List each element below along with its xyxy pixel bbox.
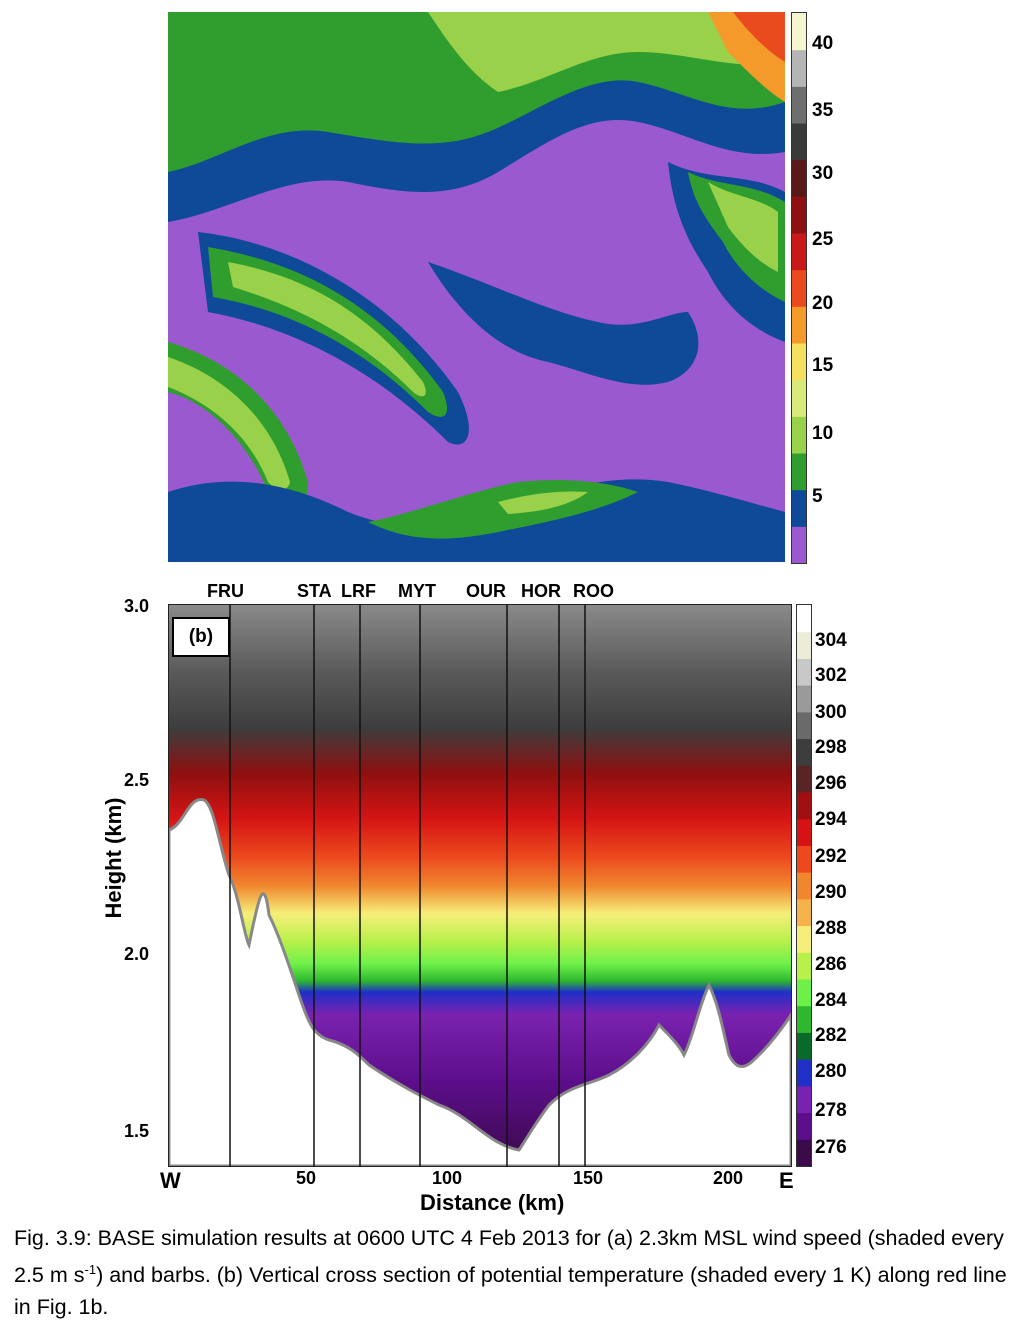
colorbar-b-tick: 300	[815, 702, 847, 723]
colorbar-swatch	[792, 379, 806, 417]
potential-temperature-colorbar	[796, 604, 812, 1167]
wind-speed-colorbar	[791, 12, 807, 564]
colorbar-swatch	[797, 1112, 811, 1140]
colorbar-b-tick: 290	[815, 882, 847, 903]
colorbar-swatch	[792, 233, 806, 271]
colorbar-swatch	[797, 979, 811, 1007]
colorbar-swatch	[792, 159, 806, 197]
colorbar-swatch	[797, 792, 811, 820]
colorbar-a-tick: 40	[812, 33, 834, 54]
colorbar-swatch	[797, 925, 811, 953]
colorbar-swatch	[797, 898, 811, 927]
y-axis-label: Height (km)	[101, 797, 126, 919]
x-axis-west-label: W	[160, 1168, 181, 1193]
station-label: ROO	[573, 581, 615, 601]
x-tick-label: 200	[713, 1168, 744, 1188]
colorbar-swatch	[792, 343, 806, 381]
colorbar-swatch	[792, 416, 806, 454]
colorbar-swatch	[792, 86, 806, 124]
colorbar-a-tick: 20	[812, 293, 834, 314]
colorbar-swatch	[797, 818, 811, 846]
colorbar-b-tick: 280	[815, 1061, 847, 1082]
colorbar-swatch	[797, 765, 811, 793]
colorbar-b-tick: 278	[815, 1100, 847, 1121]
caption-superscript: -1	[84, 1262, 97, 1277]
colorbar-a-tick: 35	[812, 100, 834, 121]
colorbar-swatch	[792, 196, 806, 234]
y-tick-label: 2.0	[124, 944, 150, 964]
x-tick-label: 50	[296, 1168, 317, 1188]
colorbar-a-tick: 25	[812, 229, 834, 250]
potential-temperature-colorbar-swatches	[797, 605, 811, 1167]
colorbar-swatch	[797, 1032, 811, 1060]
colorbar-swatch	[797, 711, 811, 740]
colorbar-swatch	[797, 658, 811, 686]
colorbar-swatch	[797, 952, 811, 980]
colorbar-a-tick: 30	[812, 163, 834, 184]
colorbar-swatch	[797, 685, 811, 713]
station-label: HOR	[521, 581, 561, 601]
x-tick-label: 150	[573, 1168, 604, 1188]
colorbar-swatch	[792, 453, 806, 491]
colorbar-swatch	[792, 489, 806, 527]
colorbar-a-tick: 10	[812, 423, 834, 444]
colorbar-b-tick: 276	[815, 1137, 847, 1158]
colorbar-swatch	[797, 605, 811, 633]
station-label: OUR	[466, 581, 506, 601]
station-label: LRF	[341, 581, 376, 601]
colorbar-swatch	[797, 1085, 811, 1114]
colorbar-swatch	[797, 872, 811, 900]
figure-caption: Fig. 3.9: BASE simulation results at 060…	[14, 1222, 1014, 1323]
colorbar-swatch	[792, 13, 806, 51]
colorbar-b-tick: 304	[815, 630, 847, 651]
wind-speed-map	[168, 12, 785, 562]
colorbar-swatch	[797, 631, 811, 659]
wind-speed-colorbar-swatches	[792, 13, 806, 564]
colorbar-swatch	[797, 845, 811, 873]
caption-text-2: ) and barbs. (b) Vertical cross section …	[14, 1263, 1007, 1320]
colorbar-swatch	[792, 526, 806, 564]
colorbar-swatch	[792, 49, 806, 87]
x-axis-label: Distance (km)	[420, 1190, 565, 1215]
colorbar-b-tick: 292	[815, 846, 847, 867]
wind-speed-field	[168, 12, 785, 562]
colorbar-swatch	[792, 306, 806, 344]
colorbar-swatch	[797, 1139, 811, 1167]
potential-temperature-cross-section	[168, 604, 792, 1167]
x-axis-east-label: E	[779, 1168, 794, 1193]
station-label: STA	[297, 581, 332, 601]
cross-section-field	[169, 605, 791, 1166]
y-tick-label: 2.5	[124, 770, 150, 790]
colorbar-a-tick: 15	[812, 355, 834, 376]
colorbar-swatch	[797, 1005, 811, 1033]
colorbar-swatch	[792, 123, 806, 161]
colorbar-swatch	[797, 738, 811, 766]
station-label: FRU	[207, 581, 244, 601]
panel-b-label: (b)	[172, 617, 230, 657]
colorbar-b-tick: 282	[815, 1025, 847, 1046]
y-tick-label: 3.0	[124, 596, 150, 616]
colorbar-a-tick: 5	[812, 486, 823, 507]
colorbar-b-tick: 294	[815, 809, 847, 830]
y-tick-label: 1.5	[124, 1121, 150, 1141]
colorbar-swatch	[792, 269, 806, 307]
caption-text-1: Fig. 3.9: BASE simulation results at 060…	[14, 1226, 1004, 1288]
colorbar-swatch	[797, 1059, 811, 1087]
colorbar-b-tick: 288	[815, 918, 847, 939]
colorbar-b-tick: 302	[815, 665, 847, 686]
colorbar-b-tick: 284	[815, 990, 847, 1011]
x-tick-label: 100	[432, 1168, 463, 1188]
colorbar-b-tick: 286	[815, 954, 847, 975]
station-label: MYT	[398, 581, 436, 601]
colorbar-b-tick: 296	[815, 773, 847, 794]
colorbar-b-tick: 298	[815, 737, 847, 758]
